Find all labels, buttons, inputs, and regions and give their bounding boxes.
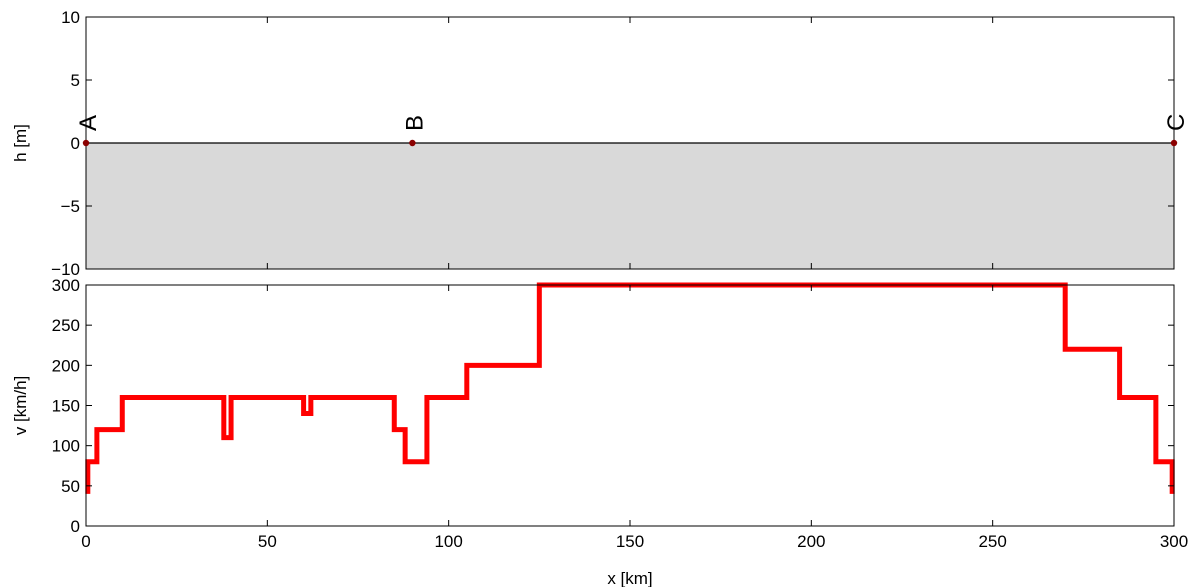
y-axis-title: h [m] xyxy=(11,124,30,162)
speed-panel: 0 50 100 150 200 250 300 0 50 100 150 200 250 300 v [k… xyxy=(11,276,1188,587)
y-tick-label: 5 xyxy=(71,71,80,90)
station-label: C xyxy=(1163,114,1190,131)
y-tick-label: 10 xyxy=(61,8,80,27)
elevation-panel: −10 −5 0 5 10 h [m] A B C xyxy=(11,8,1190,279)
x-tick-label: 200 xyxy=(797,532,825,551)
y-tick-label: 0 xyxy=(71,134,80,153)
y-tick-label: 50 xyxy=(61,477,80,496)
x-tick-label: 50 xyxy=(258,532,277,551)
speed-profile-line xyxy=(85,282,1175,494)
x-tick-label: 100 xyxy=(434,532,462,551)
station-marker xyxy=(1170,139,1178,147)
y-tick-label: 0 xyxy=(71,517,80,536)
y-tick-label: 300 xyxy=(52,276,80,295)
y-tick-label: 250 xyxy=(52,316,80,335)
station-marker xyxy=(82,139,90,147)
plot-frame xyxy=(85,284,1175,527)
water-area xyxy=(86,143,1174,269)
x-tick-label: 150 xyxy=(616,532,644,551)
y-tick-label: 150 xyxy=(52,397,80,416)
y-tick-label: −10 xyxy=(51,260,80,279)
y-tick-label: −5 xyxy=(61,197,80,216)
x-tick-label: 250 xyxy=(978,532,1006,551)
y-tick-label: 200 xyxy=(52,356,80,375)
station-marker xyxy=(409,139,416,147)
x-tick-label: 300 xyxy=(1160,532,1188,551)
x-tick-label: 0 xyxy=(81,532,90,551)
station-label: A xyxy=(75,115,102,131)
x-axis-title: x [km] xyxy=(607,569,652,587)
y-axis-title: v [km/h] xyxy=(11,376,30,436)
y-tick-label: 100 xyxy=(52,437,80,456)
station-label: B xyxy=(401,115,428,131)
